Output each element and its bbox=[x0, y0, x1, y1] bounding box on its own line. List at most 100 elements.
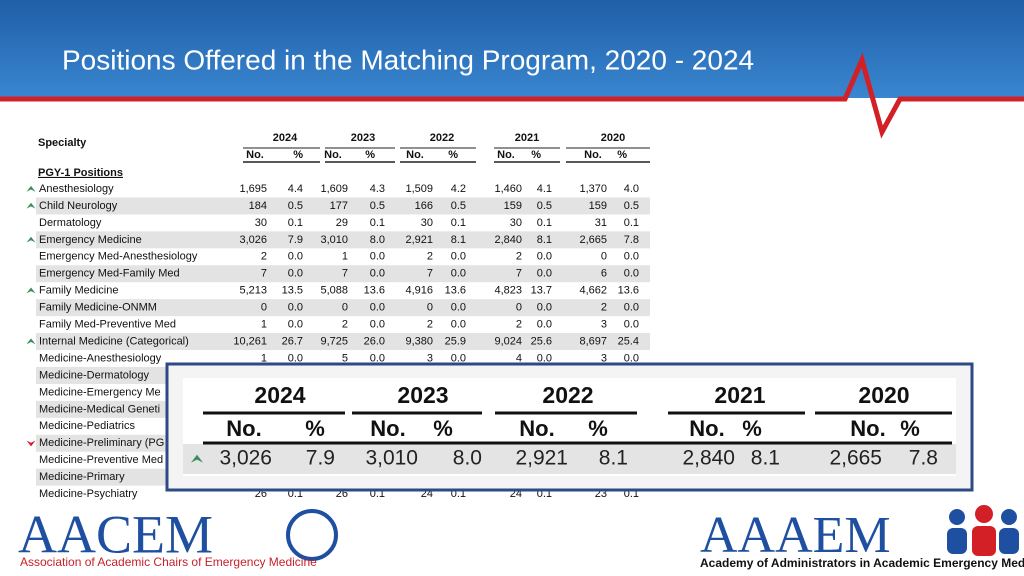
cell: 1 bbox=[342, 251, 348, 263]
logo-caption: Association of Academic Chairs of Emerge… bbox=[20, 555, 317, 569]
cell: 8.1 bbox=[451, 234, 466, 246]
cell: 4.3 bbox=[370, 183, 385, 195]
cell: 30 bbox=[255, 217, 267, 229]
zoom-cell: 8.1 bbox=[599, 447, 628, 470]
cell: 0 bbox=[516, 302, 522, 314]
zoom-sub-header: % bbox=[900, 416, 920, 441]
trend-arrow bbox=[26, 185, 36, 192]
cell: 5,213 bbox=[239, 285, 267, 297]
cell: 0 bbox=[342, 302, 348, 314]
cell: 6 bbox=[601, 268, 607, 280]
cell: 0.0 bbox=[537, 251, 552, 263]
cell: 0.1 bbox=[370, 217, 385, 229]
cell: 2 bbox=[261, 251, 267, 263]
cell: 13.6 bbox=[364, 285, 385, 297]
row-name: Anesthesiology bbox=[39, 183, 114, 195]
cell: 30 bbox=[510, 217, 522, 229]
trend-arrow bbox=[26, 287, 36, 294]
zoom-cell: 3,010 bbox=[365, 447, 418, 470]
sub-header: No. bbox=[406, 149, 424, 161]
cell: 9,024 bbox=[494, 335, 522, 347]
cell: 30 bbox=[421, 217, 433, 229]
cell: 26.0 bbox=[364, 335, 385, 347]
cell: 8.1 bbox=[537, 234, 552, 246]
row-name: Medicine-Anesthesiology bbox=[39, 352, 162, 364]
row-band bbox=[36, 197, 650, 215]
icon bbox=[947, 528, 967, 554]
cell: 25.9 bbox=[445, 335, 466, 347]
cell: 2 bbox=[601, 302, 607, 314]
cell: 13.5 bbox=[282, 285, 303, 297]
row-name: Emergency Med-Family Med bbox=[39, 268, 180, 280]
cell: 1,460 bbox=[494, 183, 522, 195]
cell: 1,609 bbox=[320, 183, 348, 195]
heartbeat-line bbox=[0, 52, 1024, 139]
cell: 0.0 bbox=[624, 268, 639, 280]
row-name: Family Medicine bbox=[39, 285, 118, 297]
logo-seal bbox=[286, 509, 338, 561]
cell: 10,261 bbox=[233, 335, 267, 347]
cell: 1,509 bbox=[405, 183, 433, 195]
zoom-cell: 8.1 bbox=[751, 447, 780, 470]
cell: 2 bbox=[342, 319, 348, 331]
cell: 8,697 bbox=[579, 335, 607, 347]
zoom-cell: 7.9 bbox=[306, 447, 335, 470]
cell: 0.5 bbox=[370, 200, 385, 212]
zoom-row-band bbox=[183, 444, 956, 474]
cell: 177 bbox=[330, 200, 348, 212]
zoom-cell: 2,665 bbox=[829, 447, 882, 470]
sub-header: No. bbox=[324, 149, 342, 161]
cell: 166 bbox=[415, 200, 433, 212]
cell: 4 bbox=[516, 352, 522, 364]
cell: 0.0 bbox=[451, 268, 466, 280]
cell: 7 bbox=[342, 268, 348, 280]
zoom-cell: 2,840 bbox=[682, 447, 735, 470]
cell: 2,840 bbox=[494, 234, 522, 246]
row-band bbox=[36, 333, 650, 351]
cell: 31 bbox=[595, 217, 607, 229]
icon bbox=[999, 528, 1019, 554]
sub-header: No. bbox=[246, 149, 264, 161]
cell: 4,916 bbox=[405, 285, 433, 297]
year-header: 2024 bbox=[273, 132, 298, 144]
cell: 9,725 bbox=[320, 335, 348, 347]
cell: 29 bbox=[336, 217, 348, 229]
cell: 0.0 bbox=[537, 268, 552, 280]
slide-title: Positions Offered in the Matching Progra… bbox=[62, 44, 754, 75]
cell: 8.0 bbox=[370, 234, 385, 246]
cell: 5 bbox=[342, 352, 348, 364]
sub-header: No. bbox=[584, 149, 602, 161]
cell: 4.4 bbox=[288, 183, 303, 195]
row-name: Emergency Medicine bbox=[39, 234, 142, 246]
cell: 26.7 bbox=[282, 335, 303, 347]
cell: 1,370 bbox=[579, 183, 607, 195]
right-logo: AAAEM Academy of Administrators in Acade… bbox=[700, 505, 1024, 570]
row-name: Family Med-Preventive Med bbox=[39, 319, 176, 331]
cell: 0.1 bbox=[288, 217, 303, 229]
trend-arrow bbox=[26, 236, 36, 243]
cell: 0.1 bbox=[451, 217, 466, 229]
cell: 25.6 bbox=[531, 335, 552, 347]
cell: 0.5 bbox=[624, 200, 639, 212]
cell: 2 bbox=[427, 319, 433, 331]
sub-header: % bbox=[365, 149, 375, 161]
trend-arrow bbox=[26, 202, 36, 209]
cell: 25.4 bbox=[618, 335, 639, 347]
zoom-sub-header: No. bbox=[689, 416, 724, 441]
cell: 0 bbox=[427, 302, 433, 314]
cell: 4.2 bbox=[451, 183, 466, 195]
cell: 2 bbox=[516, 251, 522, 263]
zoom-cell: 7.8 bbox=[909, 447, 938, 470]
year-header: 2023 bbox=[351, 132, 375, 144]
cell: 7.9 bbox=[288, 234, 303, 246]
cell: 0.0 bbox=[537, 319, 552, 331]
cell: 0.0 bbox=[624, 302, 639, 314]
zoom-year: 2022 bbox=[542, 382, 593, 408]
zoom-year: 2024 bbox=[254, 382, 305, 408]
row-name: Child Neurology bbox=[39, 200, 118, 212]
cell: 3 bbox=[601, 319, 607, 331]
icon bbox=[972, 526, 996, 556]
row-band bbox=[36, 231, 650, 249]
cell: 0 bbox=[601, 251, 607, 263]
